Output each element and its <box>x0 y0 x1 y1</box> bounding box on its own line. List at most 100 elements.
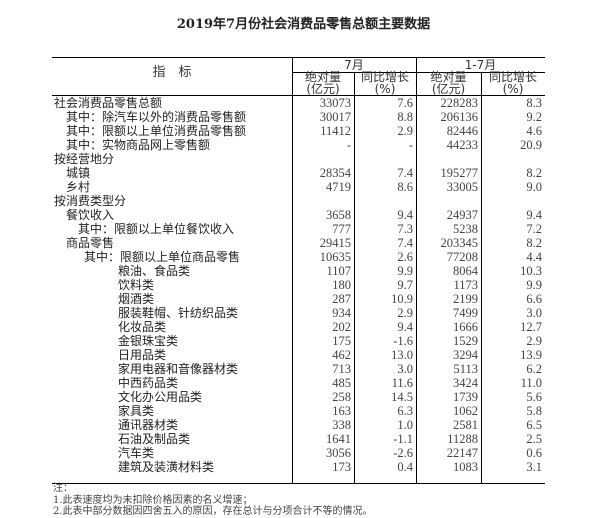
column-divider <box>416 57 417 483</box>
cell-m-growth: 2.9 <box>397 306 413 320</box>
cell-ytd-abs: 5113 <box>453 362 478 376</box>
table-row: 烟酒类 287 10.9 2199 6.6 <box>52 292 545 306</box>
growth-label: 同比增长 <box>488 70 537 84</box>
cell-ytd-growth: 4.6 <box>526 124 542 138</box>
cell-m-abs: 287 <box>332 292 351 306</box>
notes-heading: 注： <box>53 483 73 494</box>
cell-m-growth: 8.8 <box>397 110 413 124</box>
row-label: 其中：实物商品网上零售额 <box>66 138 211 152</box>
row-label: 建筑及装潢材料类 <box>118 460 215 474</box>
cell-m-growth: 9.4 <box>397 208 413 222</box>
cell-ytd-abs: 2199 <box>453 292 478 306</box>
cell-m-growth: 6.3 <box>397 404 413 418</box>
cell-ytd-abs: 33005 <box>446 180 478 194</box>
cell-ytd-growth: 8.3 <box>526 96 542 110</box>
cell-ytd-abs: 11288 <box>447 432 478 446</box>
cell-ytd-abs: 206136 <box>440 110 479 124</box>
row-label: 乡村 <box>66 180 91 194</box>
cell-m-abs: 30017 <box>319 110 351 124</box>
cell-m-abs: 462 <box>332 348 351 362</box>
cell-ytd-growth: 13.9 <box>520 348 542 362</box>
row-label: 其中：限额以上单位消费品零售额 <box>66 124 247 138</box>
cell-m-growth: 7.4 <box>397 166 413 180</box>
cell-ytd-abs: 77208 <box>446 250 478 264</box>
cell-ytd-growth: 2.5 <box>526 432 542 446</box>
row-label: 其中：限额以上单位商品零售 <box>84 250 241 264</box>
cell-m-abs: 1641 <box>326 432 351 446</box>
cell-m-growth: 9.9 <box>397 264 413 278</box>
cell-ytd-abs: 3424 <box>453 376 478 390</box>
cell-m-abs: - <box>346 138 351 152</box>
cell-ytd-growth: 12.7 <box>520 320 542 334</box>
cell-ytd-growth: 6.6 <box>526 292 542 306</box>
cell-ytd-growth: 9.4 <box>526 208 542 222</box>
row-label: 其中：除汽车以外的消费品零售额 <box>66 110 247 124</box>
cell-m-abs: 202 <box>332 320 351 334</box>
row-label: 饮料类 <box>118 278 155 292</box>
cell-m-abs: 1107 <box>326 264 351 278</box>
cell-m-growth: 14.5 <box>391 390 413 404</box>
row-label: 按经营地分 <box>54 152 115 166</box>
cell-m-abs: 33073 <box>319 96 351 110</box>
cell-ytd-abs: 44233 <box>446 138 478 152</box>
table-row: 城镇 28354 7.4 195277 8.2 <box>52 166 545 180</box>
table-row: 汽车类 3056 -2.6 22147 0.6 <box>52 446 545 460</box>
cell-ytd-abs: 8064 <box>453 264 478 278</box>
cell-m-abs: 10635 <box>319 250 351 264</box>
growth-header: 同比增长 (%) <box>354 71 416 95</box>
cell-ytd-abs: 22147 <box>446 446 478 460</box>
cell-m-growth: 11.6 <box>391 376 413 390</box>
cell-m-abs: 934 <box>332 306 351 320</box>
cell-m-growth: -2.6 <box>393 446 413 460</box>
table-row: 石油及制品类 1641 -1.1 11288 2.5 <box>52 432 545 446</box>
row-label: 家具类 <box>118 404 155 418</box>
cell-ytd-growth: 20.9 <box>520 138 542 152</box>
cell-ytd-abs: 1666 <box>453 320 478 334</box>
indicator-header: 指 标 <box>152 65 192 80</box>
cell-ytd-growth: 0.6 <box>526 446 542 460</box>
cell-ytd-growth: 10.3 <box>520 264 542 278</box>
row-label: 石油及制品类 <box>118 432 191 446</box>
row-label: 化妆品类 <box>118 320 167 334</box>
cell-ytd-abs: 195277 <box>440 166 479 180</box>
cell-m-abs: 777 <box>332 222 351 236</box>
table-row: 其中：限额以上单位餐饮收入 777 7.3 5238 7.2 <box>52 222 545 236</box>
cell-m-abs: 173 <box>332 460 351 474</box>
cell-ytd-growth: 3.0 <box>526 306 542 320</box>
cell-m-abs: 3056 <box>326 446 351 460</box>
cell-ytd-abs: 3294 <box>453 348 478 362</box>
cell-ytd-growth: 6.2 <box>526 362 542 376</box>
cell-ytd-growth: 9.0 <box>526 180 542 194</box>
row-label: 社会消费品零售总额 <box>54 96 163 110</box>
cell-ytd-abs: 7499 <box>453 306 478 320</box>
cell-m-abs: 180 <box>332 278 351 292</box>
abs-header: 绝对量 (亿元) <box>292 71 354 95</box>
top-rule <box>52 57 545 58</box>
cell-ytd-growth: 8.2 <box>526 166 542 180</box>
cell-ytd-abs: 1173 <box>453 278 478 292</box>
growth-header: 同比增长 (%) <box>481 71 545 95</box>
cell-m-growth: 7.6 <box>397 96 413 110</box>
table-row: 服装鞋帽、针纺织品类 934 2.9 7499 3.0 <box>52 306 545 320</box>
cell-m-growth: -1.6 <box>393 334 413 348</box>
period-rule <box>292 72 545 73</box>
cell-ytd-growth: 3.1 <box>526 460 542 474</box>
cell-ytd-growth: 8.2 <box>526 236 542 250</box>
growth-unit: (%) <box>374 82 396 96</box>
cell-ytd-growth: 5.6 <box>526 390 542 404</box>
row-label: 中西药品类 <box>118 376 179 390</box>
row-label: 烟酒类 <box>118 292 155 306</box>
cell-m-growth: 2.9 <box>397 124 413 138</box>
growth-unit: (%) <box>502 82 524 96</box>
page-title: 2019年7月份社会消费品零售总额主要数据 <box>176 17 431 32</box>
note-item: 2.此表中部分数据因四舍五入的原因，存在总计与分项合计不等的情况。 <box>53 506 373 517</box>
row-label: 日用品类 <box>118 348 167 362</box>
cell-m-growth: - <box>408 138 413 152</box>
cell-ytd-abs: 1739 <box>453 390 478 404</box>
row-label: 餐饮收入 <box>66 208 115 222</box>
table-row: 其中：限额以上单位消费品零售额 11412 2.9 82446 4.6 <box>52 124 545 138</box>
column-divider <box>354 72 355 483</box>
cell-m-abs: 713 <box>332 362 351 376</box>
table-row: 中西药品类 485 11.6 3424 11.0 <box>52 376 545 390</box>
cell-m-growth: 9.4 <box>397 320 413 334</box>
